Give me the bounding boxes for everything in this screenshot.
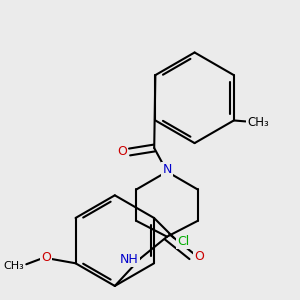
Text: O: O <box>195 250 205 263</box>
Text: CH₃: CH₃ <box>248 116 269 129</box>
Text: O: O <box>41 251 51 264</box>
Text: Cl: Cl <box>178 235 190 248</box>
Text: O: O <box>117 146 127 158</box>
Text: NH: NH <box>120 253 138 266</box>
Text: N: N <box>162 163 172 176</box>
Text: CH₃: CH₃ <box>4 261 24 271</box>
